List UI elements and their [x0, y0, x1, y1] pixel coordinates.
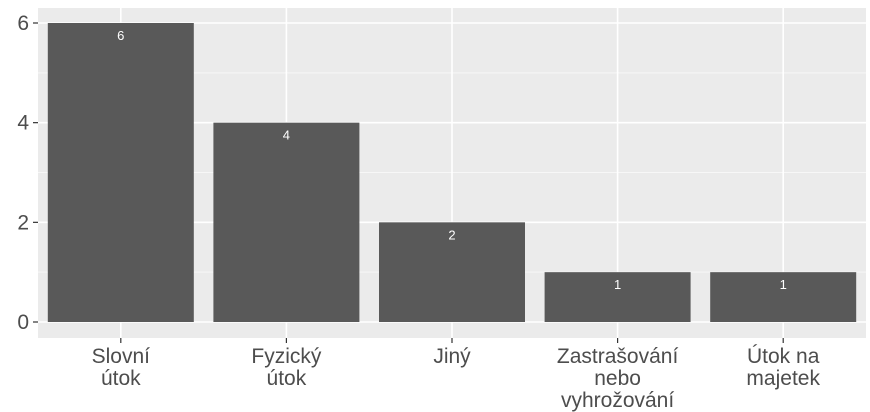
y-tick-label: 2: [17, 211, 29, 234]
x-tick-label: Slovní útok: [92, 345, 151, 390]
data-label: 2: [448, 227, 455, 242]
y-tick-label: 0: [17, 311, 29, 334]
data-label: 1: [780, 277, 787, 292]
bar: [213, 122, 360, 323]
x-tick-label-line: Slovní: [92, 345, 151, 368]
data-label: 4: [283, 128, 290, 143]
x-tick-label: Fyzický útok: [251, 345, 321, 390]
data-label-layer: 6 4 2 1 1: [117, 28, 787, 292]
bar: [544, 272, 691, 322]
data-label: 1: [614, 277, 621, 292]
y-tick-label: 4: [17, 112, 29, 135]
x-tick-label-line: vyhrožování: [561, 389, 674, 412]
x-tick-label-line: Jiný: [433, 345, 471, 368]
y-tick-label: 6: [17, 12, 29, 35]
bar: [710, 272, 857, 322]
x-tick-label-line: nebo: [594, 367, 641, 390]
bar-layer: [47, 23, 857, 323]
y-axis: 0 2 4 6: [17, 12, 38, 334]
bar: [47, 23, 194, 322]
x-tick-label: Jiný: [433, 345, 471, 368]
x-tick-label-line: majetek: [746, 367, 820, 390]
x-tick-label-line: Zastrašování: [557, 345, 679, 368]
data-label: 6: [117, 28, 124, 43]
x-tick-label-line: Fyzický: [251, 345, 321, 368]
x-tick-label-line: útok: [101, 367, 141, 390]
x-tick-label: Útok na majetek: [746, 345, 820, 390]
x-tick-label-line: útok: [267, 367, 307, 390]
bar: [379, 222, 525, 322]
x-tick-label: Zastrašování nebo vyhrožování: [557, 345, 679, 412]
x-tick-label-line: Útok na: [747, 345, 820, 368]
